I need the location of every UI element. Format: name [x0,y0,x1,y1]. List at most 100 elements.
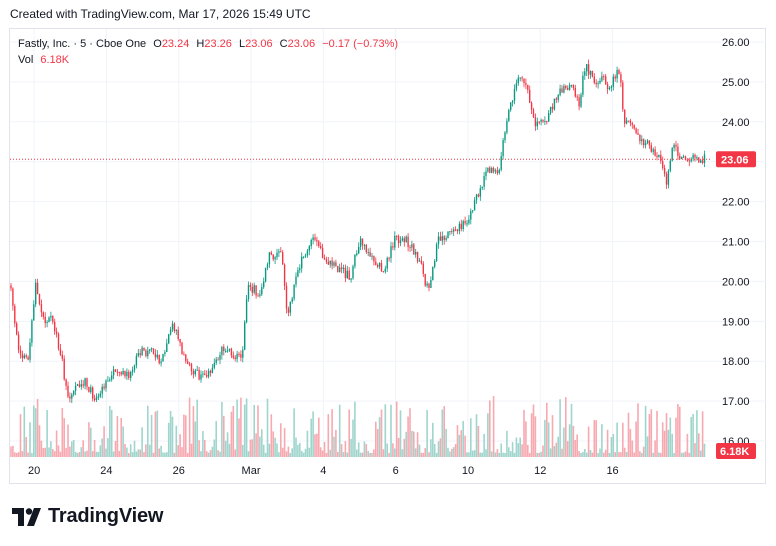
candle-body [606,84,609,90]
candle-body [171,323,174,330]
volume-bar [635,421,637,457]
volume-bar [490,451,493,457]
candle-body [361,238,364,246]
volume-bar [55,430,58,457]
volume-bar [143,452,145,457]
volume-bar [367,450,369,457]
candle-body [671,148,673,161]
candle-body [304,255,307,257]
volume-bar [71,441,73,457]
volume-bar [699,450,702,457]
candle-body [158,354,160,364]
volume-bar [42,448,45,457]
volume-layer [10,396,706,457]
volume-bar [114,440,117,457]
volume-bar [74,451,77,457]
candle-body [187,361,189,364]
volume-badge-label: 6.18K [720,446,749,458]
candle-body [555,98,557,100]
volume-bar [72,439,75,457]
candle-body [185,354,187,362]
candle-body [263,281,265,288]
volume-bar [29,422,31,457]
volume-bar [589,450,592,457]
chart-caption: Created with TradingView.com, Mar 17, 20… [10,7,311,21]
volume-bar [323,441,326,457]
volume-bar [513,452,516,457]
price-badge: 23.06 [716,151,756,168]
volume-bar [620,452,622,457]
volume-bar [441,409,444,457]
volume-badge: 6.18K [716,443,756,459]
candle-body [225,350,227,352]
candle-body [137,353,139,356]
volume-bar [582,451,584,457]
candle-body [701,160,704,163]
candle-body [597,83,599,85]
volume-bar [327,414,330,457]
candle-body [270,252,272,255]
candle-body [500,156,502,170]
volume-bar [249,439,252,457]
candle-body [179,338,181,343]
x-tick-label: 26 [173,465,185,477]
volume-bar [553,445,556,457]
chart-frame[interactable] [9,28,766,484]
candle-body [496,170,499,174]
volume-bar [217,450,219,457]
candle-body [145,350,147,357]
volume-bar [194,421,197,457]
candle-body [551,106,554,110]
candle-body [242,349,244,358]
volume-bar [502,452,504,457]
volume-bar [661,422,664,457]
candle-body [124,370,126,377]
candle-body [542,119,544,122]
volume-bar [614,452,616,457]
volume-bar [357,442,360,457]
candle-body [458,223,461,232]
candle-body [234,357,236,360]
candle-body [527,84,529,90]
candle-body [314,237,316,240]
volume-bar [435,452,438,457]
candle-body [52,316,54,322]
x-tick-label: Mar [242,465,261,477]
candle-body [601,76,603,81]
candle-body [675,144,677,147]
candle-body [289,301,291,313]
volume-bar [403,438,406,457]
candle-body [416,251,419,262]
volume-bar [703,443,706,457]
candle-body [481,186,483,189]
candle-body [662,161,664,168]
volume-bar [112,451,115,457]
volume-bar [291,448,293,457]
volume-bar [578,451,580,457]
candle-body [21,354,24,359]
candle-body [120,372,122,375]
volume-bar [329,449,331,457]
candle-body [67,385,69,397]
volume-bar [392,443,394,457]
x-tick-label: 24 [100,465,112,477]
volume-bar [407,416,409,457]
volume-bar [232,406,235,457]
volume-bar [150,414,153,457]
candle-body [282,252,284,265]
tradingview-logo[interactable]: TradingView [12,505,163,528]
volume-bar [546,402,548,457]
candle-body [439,236,442,241]
candle-body [605,76,607,85]
candle-body [321,248,324,258]
candle-body [696,157,698,159]
candle-body [29,342,31,360]
volume-bar [272,431,274,457]
candle-body [126,371,128,377]
candle-body [152,348,155,354]
volume-bar [555,442,558,457]
volume-bar [487,413,489,457]
candle-body [103,386,105,389]
candle-body [492,168,495,172]
